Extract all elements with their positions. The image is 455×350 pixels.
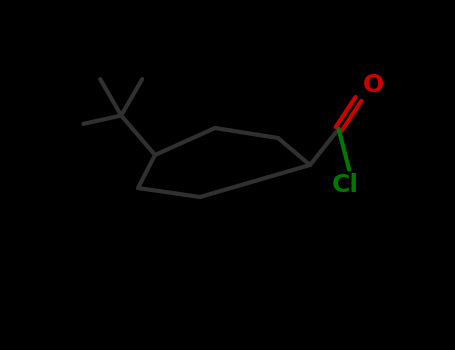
Text: O: O — [363, 73, 384, 97]
Text: Cl: Cl — [332, 173, 359, 197]
